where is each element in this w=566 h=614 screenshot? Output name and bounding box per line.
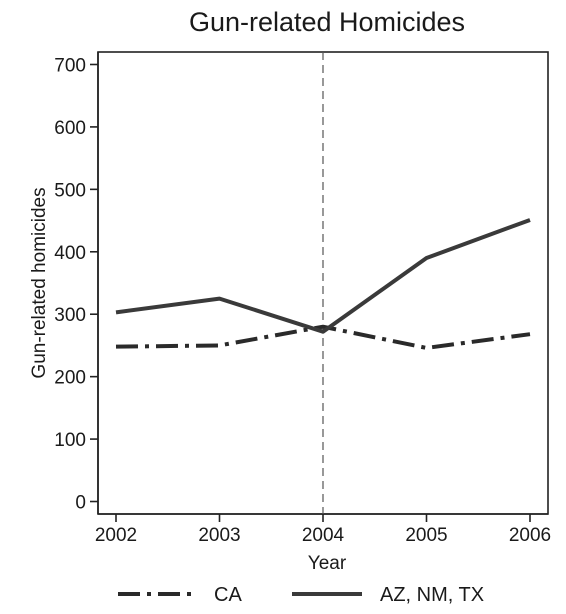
legend-label-1: AZ, NM, TX: [380, 584, 484, 606]
y-tick-label: 0: [75, 493, 86, 514]
x-tick-label: 2002: [95, 525, 137, 546]
x-axis-ticks: 2002 2003 2004 2005 2006: [95, 514, 551, 546]
y-tick-label: 700: [54, 55, 86, 76]
y-tick-label: 300: [54, 305, 86, 326]
y-axis-ticks: 0 100 200 300 400 500 600 700: [54, 55, 98, 514]
x-tick-label: 2006: [509, 525, 551, 546]
x-axis-title: Year: [308, 553, 347, 574]
y-tick-label: 600: [54, 118, 86, 139]
chart-title: Gun-related Homicides: [189, 7, 465, 37]
y-tick-label: 200: [54, 368, 86, 389]
x-tick-label: 2004: [302, 525, 345, 546]
x-tick-label: 2003: [198, 525, 240, 546]
legend-label-0: CA: [214, 584, 242, 606]
x-tick-label: 2005: [405, 525, 447, 546]
series-line-1: [115, 218, 531, 334]
y-tick-label: 400: [54, 243, 86, 264]
y-tick-label: 500: [54, 180, 86, 201]
legend: CA AZ, NM, TX: [118, 584, 484, 606]
y-tick-label: 100: [54, 430, 86, 451]
series-layer: [115, 218, 531, 350]
y-axis-title: Gun-related homicides: [29, 187, 50, 378]
series-line-0: [115, 324, 531, 350]
